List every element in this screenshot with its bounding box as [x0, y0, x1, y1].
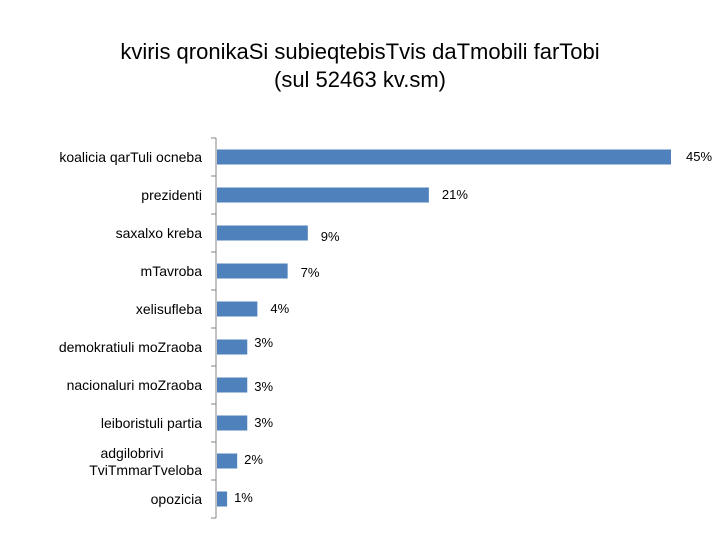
category-label: opozicia: [151, 491, 203, 507]
category-label: koalicia qarTuli ocneba: [59, 149, 202, 165]
bar: [217, 225, 308, 241]
data-label: 45%: [686, 149, 712, 164]
data-label: 2%: [244, 452, 263, 467]
bar: [217, 149, 671, 165]
bar: [217, 339, 248, 355]
chart-title: kviris qronikaSi subieqtebisTvis daTmobi…: [120, 39, 600, 64]
category-label: mTavroba: [141, 263, 203, 279]
category-label: prezidenti: [141, 187, 202, 203]
category-label: saxalxo kreba: [116, 225, 203, 241]
data-label: 7%: [301, 265, 320, 280]
bar: [217, 491, 228, 507]
category-label: demokratiuli moZraoba: [59, 339, 202, 355]
bar: [217, 377, 248, 393]
bar: [217, 187, 429, 203]
data-label: 1%: [234, 490, 253, 505]
data-label: 3%: [254, 335, 273, 350]
data-label: 4%: [270, 301, 289, 316]
bar: [217, 453, 238, 469]
chart-title-block: kviris qronikaSi subieqtebisTvis daTmobi…: [0, 38, 720, 94]
category-label: leiboristuli partia: [101, 415, 202, 431]
category-label: nacionaluri moZraoba: [67, 377, 203, 393]
data-label: 21%: [442, 187, 468, 202]
bar: [217, 263, 288, 279]
data-label: 3%: [254, 415, 273, 430]
data-label: 3%: [254, 379, 273, 394]
data-label: 9%: [321, 229, 340, 244]
bar: [217, 415, 248, 431]
bar: [217, 301, 258, 317]
category-label: xelisufleba: [136, 301, 202, 317]
chart-subtitle: (sul 52463 kv.sm): [274, 67, 446, 92]
category-label: adgilobrivi TviTmmarTveloba: [89, 445, 202, 478]
